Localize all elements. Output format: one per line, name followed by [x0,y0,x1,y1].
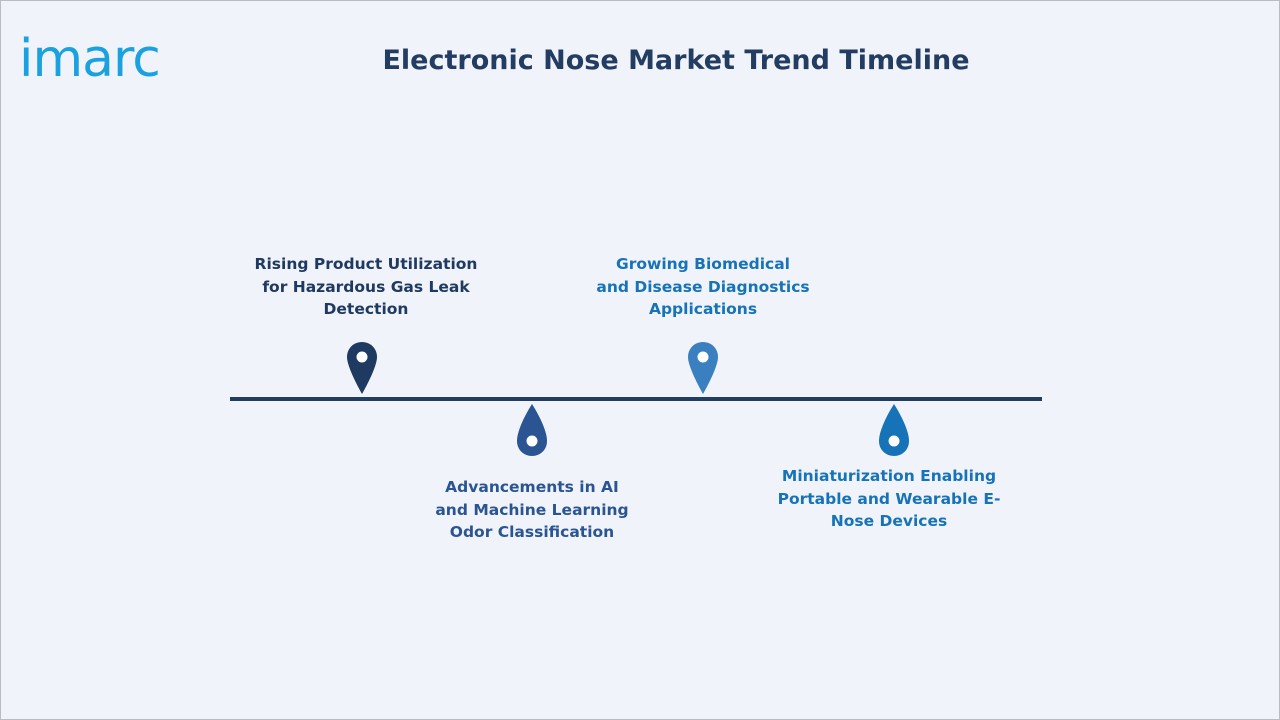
drop-pin-icon [877,403,911,457]
timeline-line [230,397,1042,401]
imarc-logo: imarc [19,13,209,89]
milestone-label-3: Growing Biomedical and Disease Diagnosti… [596,255,810,318]
drop-pin-icon [515,403,549,457]
logo-text: imarc [19,29,161,89]
milestone-label-2: Advancements in AI and Machine Learning … [435,478,629,541]
milestone-label-4: Miniaturization Enabling Portable and We… [777,467,1001,530]
page-title: Electronic Nose Market Trend Timeline [382,45,970,76]
map-pin-icon [686,341,720,395]
map-pin-icon [345,341,379,395]
milestone-label-1: Rising Product Utilization for Hazardous… [254,255,478,318]
